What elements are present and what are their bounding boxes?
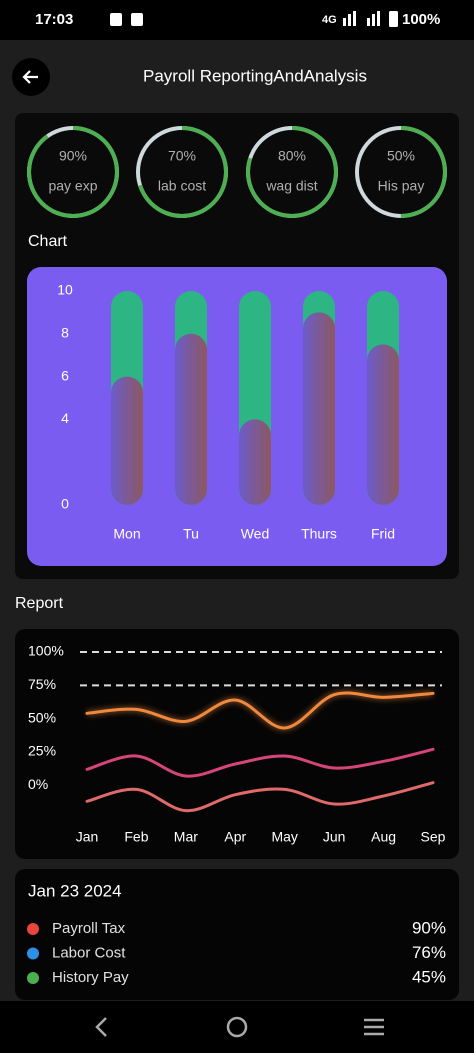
bar (175, 333, 207, 505)
item-value: 45% (412, 967, 446, 986)
summary-card (15, 869, 459, 1000)
bar (111, 376, 143, 505)
y-tick-label: 0 (61, 496, 69, 512)
x-tick-label: Frid (371, 526, 395, 542)
gauge-name: pay exp (48, 178, 97, 194)
x-tick-label: Tu (183, 526, 199, 542)
x-tick-label: Jun (323, 829, 346, 845)
gauge-progress (246, 126, 338, 218)
x-tick-label: Mon (113, 526, 140, 542)
time: 17:03 (35, 11, 73, 28)
line-chart: 0% 25% 50% 75% 100% Jan Feb Mar Apr May Jun Aug Sep (28, 643, 446, 845)
gauge-value: 50% (387, 148, 415, 164)
status-icons (110, 11, 398, 27)
line (85, 781, 435, 813)
y-tick-label: 25% (28, 743, 56, 759)
item-name: Payroll Tax (52, 920, 126, 937)
y-tick-label: 100% (28, 643, 64, 659)
gauge-name: wag dist (265, 178, 317, 194)
y-tick-label: 50% (28, 709, 56, 725)
gauges: 90% pay exp 70% lab cost 80% wag dist 50% His p… (27, 126, 447, 218)
nav-home[interactable] (226, 1016, 248, 1038)
item-name: History Pay (52, 969, 129, 986)
x-tick-label: Feb (124, 829, 148, 845)
gauge-progress (355, 126, 447, 218)
x-tick-label: Aug (371, 829, 396, 845)
bar (303, 312, 335, 505)
line (85, 747, 435, 778)
summary-date: Jan 23 2024 (28, 881, 122, 900)
nav-bar (0, 1001, 474, 1053)
x-tick-label: Mar (174, 829, 198, 845)
x-tick-label: Wed (241, 526, 270, 542)
header-title: Payroll ReportingAndAnalysis (143, 66, 367, 85)
gauge-name: His pay (378, 178, 425, 194)
line-chart-card (15, 629, 459, 859)
item-value: 76% (412, 943, 446, 962)
item-value: 90% (412, 918, 446, 937)
nav-recents[interactable] (364, 1018, 384, 1036)
gauge-progress (136, 126, 228, 218)
x-tick-label: May (271, 829, 297, 845)
gauge-value: 70% (168, 148, 196, 164)
bar (239, 419, 271, 505)
y-tick-label: 4 (61, 410, 69, 426)
item-name: Labor Cost (52, 944, 126, 961)
x-tick-label: Jan (76, 829, 99, 845)
battery: 100% (402, 11, 440, 28)
y-tick-label: 10 (57, 282, 73, 298)
summary-list: Payroll Tax 90% Labor Cost 76% History Pay 45… (27, 918, 446, 986)
section-title: Report (15, 595, 64, 612)
network: 4G (322, 14, 337, 26)
x-tick-label: Apr (224, 829, 246, 845)
gauge-value: 80% (278, 148, 306, 164)
gauge-progress (27, 126, 119, 218)
gauge-value: 90% (59, 148, 87, 164)
x-tick-label: Sep (421, 829, 446, 845)
y-tick-label: 75% (28, 676, 56, 692)
nav-back[interactable] (95, 1017, 107, 1037)
y-tick-label: 8 (61, 325, 69, 341)
y-tick-label: 6 (61, 367, 69, 383)
gauge-name: lab cost (158, 178, 206, 194)
legend-dot (27, 947, 39, 960)
legend-dot (27, 972, 39, 984)
bar (367, 344, 399, 505)
bar-chart: 0 4 6 8 10 Mon Tu Wed Thurs Frid (57, 282, 399, 542)
legend-dot (27, 923, 39, 935)
x-tick-label: Thurs (301, 526, 337, 542)
y-tick-label: 0% (28, 776, 48, 792)
line (85, 691, 435, 730)
section-title: Chart (28, 233, 68, 250)
back-icon (22, 70, 38, 84)
